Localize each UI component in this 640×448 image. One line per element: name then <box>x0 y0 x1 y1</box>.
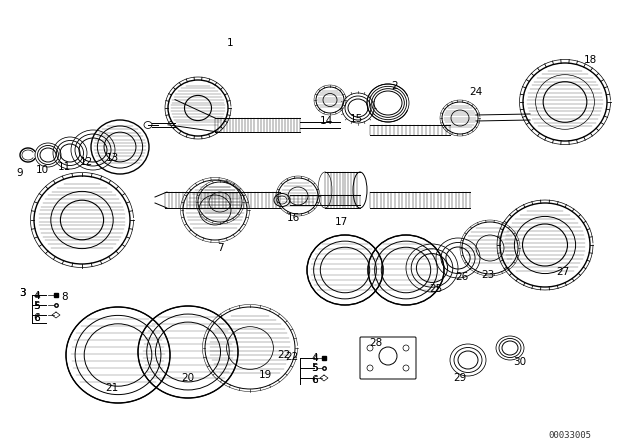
Text: 28: 28 <box>369 338 383 348</box>
Text: 12: 12 <box>79 157 93 167</box>
Text: 4: 4 <box>34 292 40 301</box>
Text: 18: 18 <box>584 55 596 65</box>
Text: 21: 21 <box>106 383 118 393</box>
Text: 4: 4 <box>34 291 40 301</box>
Text: 6: 6 <box>34 313 40 323</box>
Text: 29: 29 <box>453 373 467 383</box>
Text: 17: 17 <box>334 217 348 227</box>
Text: 16: 16 <box>286 213 300 223</box>
Text: 24: 24 <box>469 87 483 97</box>
Text: 4: 4 <box>312 353 318 363</box>
Text: 1: 1 <box>227 38 234 48</box>
Text: 2: 2 <box>392 81 398 91</box>
Text: 00033005: 00033005 <box>548 431 591 439</box>
Text: 22: 22 <box>276 350 290 360</box>
Text: 6: 6 <box>312 375 318 385</box>
Text: 8: 8 <box>61 292 68 302</box>
Text: 14: 14 <box>319 116 333 126</box>
Text: 20: 20 <box>181 373 195 383</box>
Text: 5: 5 <box>312 363 318 373</box>
Text: 5: 5 <box>34 302 40 310</box>
Text: 9: 9 <box>17 168 23 178</box>
Text: 23: 23 <box>481 270 495 280</box>
Text: 3: 3 <box>19 288 26 298</box>
Text: 30: 30 <box>513 357 527 367</box>
Text: 7: 7 <box>217 243 223 253</box>
Text: 4: 4 <box>312 353 318 362</box>
Text: 10: 10 <box>35 165 49 175</box>
Text: 22: 22 <box>285 352 299 362</box>
Text: 27: 27 <box>556 267 570 277</box>
Text: 6: 6 <box>34 314 40 323</box>
Text: 13: 13 <box>106 153 118 163</box>
Text: 5: 5 <box>34 301 40 311</box>
Text: 5: 5 <box>312 363 318 372</box>
Text: 6: 6 <box>312 375 318 384</box>
Text: 25: 25 <box>429 284 443 294</box>
Text: 11: 11 <box>58 162 70 172</box>
Text: 3: 3 <box>19 288 26 298</box>
Text: 26: 26 <box>456 272 468 282</box>
Text: 15: 15 <box>349 114 363 124</box>
Text: 19: 19 <box>259 370 271 380</box>
